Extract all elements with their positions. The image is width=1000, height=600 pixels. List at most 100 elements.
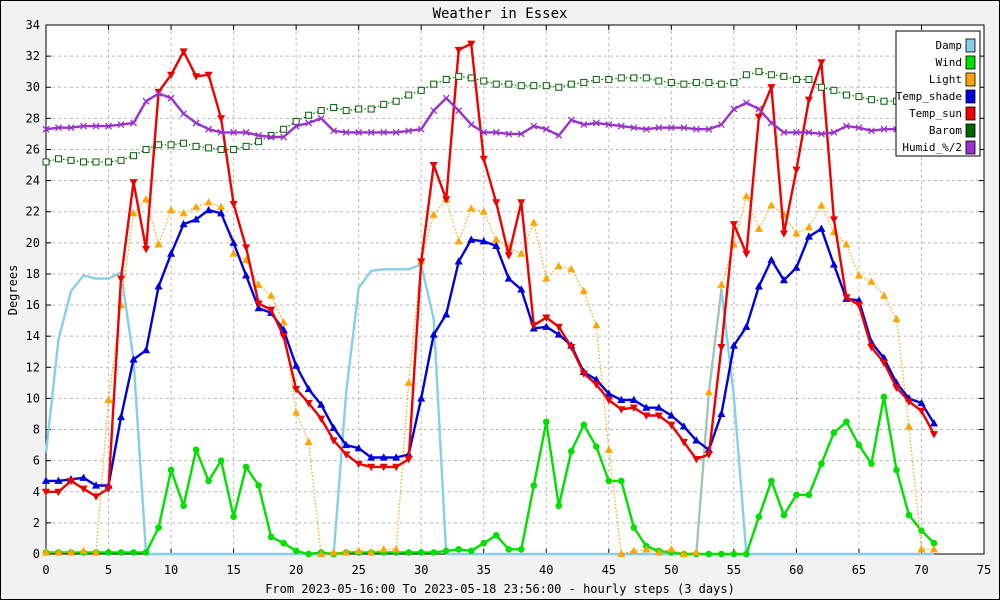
data-point-wind: [930, 539, 938, 547]
y-tick-label: 16: [26, 298, 40, 312]
data-point-barom: [705, 79, 713, 87]
data-point-barom: [405, 91, 413, 99]
data-point-humid-2: [42, 125, 50, 133]
data-point-wind: [417, 549, 425, 556]
data-point-humid-2: [805, 128, 813, 136]
legend-label-wind: Wind: [936, 56, 963, 69]
data-point-temp-sun: [229, 200, 238, 209]
data-point-temp-sun: [404, 456, 413, 464]
data-point-temp-shade: [629, 395, 638, 404]
data-point-humid-2: [405, 127, 413, 135]
data-point-barom: [80, 158, 88, 166]
data-point-humid-2: [80, 122, 87, 130]
data-point-wind: [555, 502, 563, 510]
data-point-barom: [567, 80, 575, 88]
x-tick-label: 20: [289, 563, 303, 577]
data-point-humid-2: [642, 125, 650, 133]
data-point-light: [579, 286, 588, 295]
data-point-barom: [242, 142, 250, 150]
data-point-temp-sun: [617, 406, 626, 414]
legend-swatch-temp-sun: [965, 106, 976, 121]
data-point-wind: [843, 418, 850, 426]
data-point-barom: [517, 82, 525, 90]
data-point-temp-sun: [242, 244, 251, 252]
data-point-humid-2: [780, 128, 788, 136]
data-point-barom: [105, 158, 113, 166]
data-point-temp-sun: [929, 431, 939, 439]
data-point-barom: [130, 152, 138, 160]
y-tick-label: 14: [26, 329, 40, 343]
data-point-barom: [692, 79, 700, 87]
data-point-light: [354, 546, 363, 554]
data-point-temp-shade: [479, 237, 488, 245]
x-tick-label: 45: [602, 563, 616, 577]
legend-label-damp: Damp: [936, 39, 963, 52]
data-point-light: [642, 545, 651, 553]
data-point-humid-2: [592, 119, 600, 127]
data-point-light: [329, 548, 338, 556]
data-point-barom: [755, 68, 763, 76]
data-point-barom: [680, 80, 688, 88]
legend-swatch-light: [965, 72, 976, 87]
data-point-temp-sun: [329, 437, 338, 445]
chart-title: Weather in Essex: [433, 6, 568, 22]
data-point-humid-2: [280, 133, 288, 141]
x-tick-label: 5: [105, 563, 112, 577]
data-point-temp-shade: [729, 341, 738, 349]
data-point-barom: [367, 105, 375, 113]
data-point-temp-sun: [654, 412, 663, 420]
data-point-barom: [305, 111, 313, 119]
data-point-light: [892, 314, 901, 323]
data-point-barom: [392, 97, 400, 105]
data-point-wind: [768, 477, 775, 485]
data-point-wind: [743, 550, 750, 558]
data-point-temp-sun: [167, 71, 176, 80]
data-point-light: [91, 548, 101, 556]
data-point-temp-sun: [192, 73, 201, 81]
data-point-temp-sun: [729, 221, 738, 229]
legend: Damp Wind Light Temp_shade Temp_sun Barom Humi…: [895, 30, 981, 157]
data-point-light: [667, 545, 676, 553]
data-point-barom: [880, 97, 888, 105]
data-point-light: [654, 548, 663, 556]
data-point-wind: [818, 460, 825, 468]
data-point-light: [879, 291, 888, 299]
data-point-light: [867, 277, 876, 285]
data-point-humid-2: [680, 124, 688, 132]
data-point-temp-shade: [329, 423, 338, 432]
data-point-temp-sun: [842, 294, 851, 302]
y-tick-label: 30: [26, 80, 40, 94]
data-point-wind: [267, 533, 275, 541]
data-point-humid-2: [355, 128, 363, 136]
x-axis-label: From 2023-05-16:00 To 2023-05-18 23:56:0…: [265, 582, 735, 596]
data-point-temp-sun: [692, 456, 701, 464]
data-point-humid-2: [205, 125, 213, 133]
data-point-barom: [55, 155, 63, 163]
data-point-temp-shade: [454, 257, 463, 265]
data-point-light: [292, 408, 301, 416]
data-point-light: [79, 546, 88, 554]
series-humid-2: [42, 89, 938, 141]
data-point-humid-2: [392, 128, 400, 136]
data-point-humid-2: [130, 119, 138, 127]
data-point-light: [554, 261, 563, 270]
data-point-humid-2: [717, 121, 725, 129]
data-point-temp-shade: [917, 398, 926, 407]
data-point-temp-sun: [579, 370, 588, 378]
x-tick-label: 30: [414, 563, 428, 577]
data-point-temp-sun: [66, 477, 76, 486]
data-point-temp-shade: [79, 473, 88, 481]
data-point-wind: [405, 549, 412, 556]
x-tick-label: 70: [914, 563, 928, 577]
data-point-wind: [618, 477, 625, 485]
data-point-temp-sun: [204, 71, 213, 80]
data-point-temp-sun: [742, 250, 751, 258]
legend-label-light: Light: [929, 73, 962, 86]
data-point-humid-2: [105, 122, 112, 130]
data-point-barom: [617, 74, 625, 82]
data-point-temp-shade: [129, 355, 138, 363]
data-point-wind: [205, 477, 212, 485]
legend-swatch-damp: [965, 38, 976, 53]
data-point-temp-sun: [142, 245, 151, 254]
data-point-temp-shade: [204, 205, 213, 214]
